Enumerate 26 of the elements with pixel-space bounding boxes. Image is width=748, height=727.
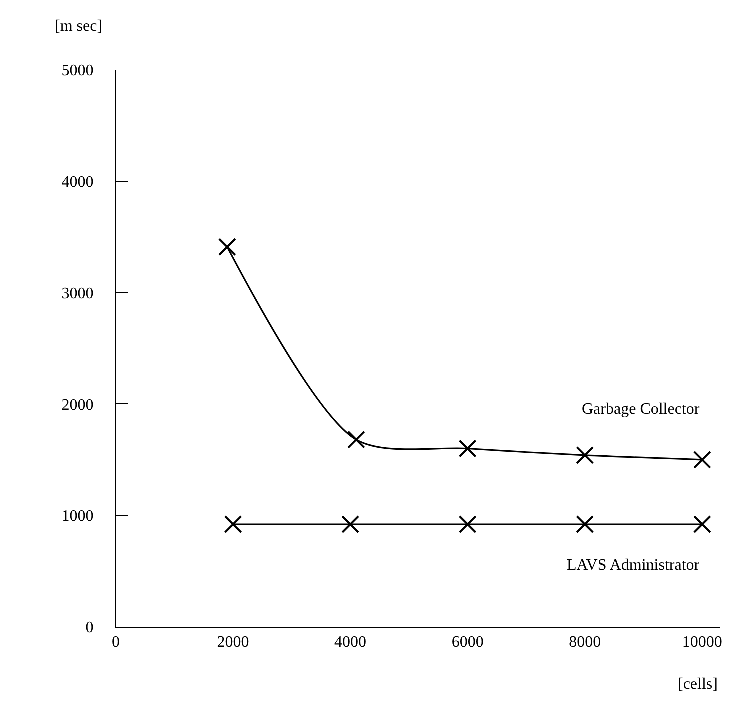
point [347, 430, 366, 449]
x-tick-label: 2000 [217, 634, 250, 652]
x-tick-label: 4000 [334, 634, 367, 652]
point [218, 238, 236, 256]
point [693, 450, 712, 469]
y-tick-label: 2000 [62, 396, 94, 414]
y-tick-label: 3000 [62, 285, 94, 302]
point [576, 516, 594, 534]
point [458, 440, 477, 458]
y-tick-label: 5000 [62, 62, 94, 80]
x-tick-label: 8000 [569, 634, 602, 652]
x-tick-label: 6000 [452, 634, 484, 652]
y-tick-label: 1000 [62, 508, 94, 526]
y-tick-label: 0 [86, 620, 94, 637]
x-tick-label: 10000 [682, 634, 722, 652]
point [576, 446, 594, 464]
point [458, 516, 477, 534]
point [693, 516, 712, 534]
series-label: Garbage Collector [582, 401, 700, 418]
y-tick-label: 4000 [62, 174, 94, 191]
point [342, 516, 360, 534]
point [224, 516, 242, 534]
series-label: LAVS Administrator [567, 557, 700, 574]
x-axis-title: [cells] [678, 676, 718, 693]
x-tick-label: 0 [112, 634, 120, 652]
y-axis-title: [m sec] [55, 18, 103, 35]
